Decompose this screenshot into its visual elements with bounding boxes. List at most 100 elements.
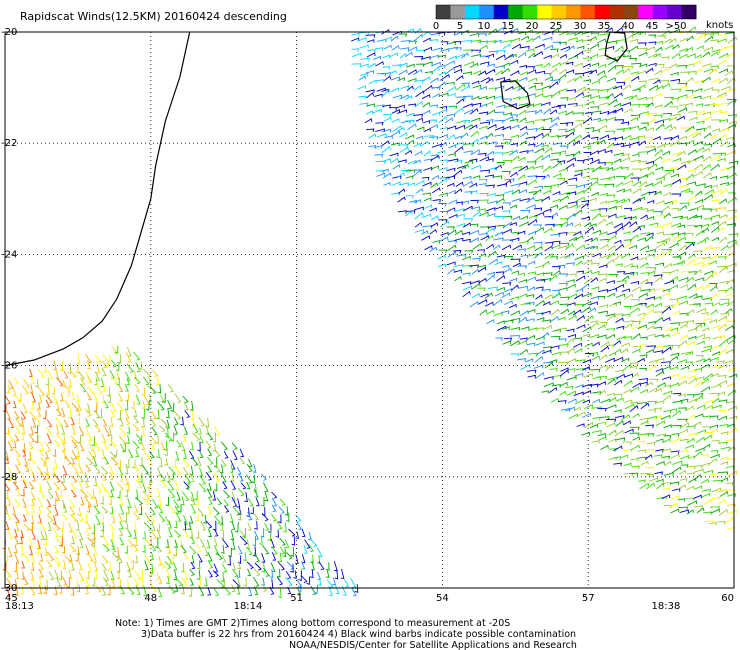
wind-barb [656, 35, 667, 39]
wind-barb [672, 460, 683, 466]
wind-barb [230, 480, 237, 490]
wind-barb [207, 432, 214, 441]
wind-barb [261, 473, 267, 481]
wind-barb [583, 151, 592, 156]
wind-barb [584, 315, 594, 323]
wind-barb [693, 421, 702, 427]
wind-barb [494, 133, 505, 138]
wind-barb [297, 584, 302, 593]
wind-barb [599, 33, 609, 37]
wind-barb [686, 509, 695, 515]
wind-barb [478, 211, 489, 217]
wind-barb [582, 186, 592, 193]
wind-barb [463, 143, 475, 147]
wind-barb [606, 392, 615, 397]
wind-barb [351, 587, 357, 597]
wind-barb [341, 586, 347, 596]
wind-barb [685, 125, 695, 133]
wind-barb [479, 121, 491, 125]
wind-barb [695, 376, 705, 381]
wind-barb [296, 579, 302, 588]
wind-barb [118, 384, 124, 393]
wind-barb [214, 449, 221, 458]
wind-barb [544, 294, 553, 300]
wind-barb [583, 181, 593, 186]
wind-barb [45, 443, 51, 452]
wind-barb [368, 145, 377, 149]
wind-barb [423, 150, 432, 157]
wind-barb [630, 307, 640, 314]
wind-barb [492, 299, 503, 307]
wind-barb [670, 481, 680, 485]
wind-barb [669, 106, 679, 110]
wind-barb [606, 418, 617, 423]
wind-barb [655, 46, 663, 53]
wind-barb [696, 33, 706, 41]
wind-barb [718, 68, 729, 74]
wind-barb [614, 27, 624, 34]
wind-barb [254, 586, 259, 596]
wind-barb [183, 528, 190, 538]
wind-barb [132, 544, 139, 552]
wind-barb [680, 324, 688, 329]
wind-barb [45, 377, 49, 386]
wind-barb [525, 120, 535, 125]
wind-barb [638, 160, 648, 165]
wind-barb [574, 123, 583, 129]
wind-barb [492, 244, 501, 251]
wind-barb [184, 474, 192, 484]
wind-barb [287, 586, 292, 595]
wind-barb [284, 506, 289, 516]
wind-barb [558, 204, 568, 211]
wind-barb [374, 154, 384, 158]
wind-barb [462, 272, 471, 276]
wind-barb [14, 498, 20, 507]
wind-barb [588, 307, 597, 313]
wind-barb [390, 35, 399, 42]
wind-barb [520, 35, 530, 41]
wind-barb [559, 381, 568, 387]
wind-barb [685, 497, 695, 502]
wind-barb [615, 415, 625, 419]
wind-barb [565, 131, 575, 138]
wind-barb [576, 196, 585, 202]
wind-barb [260, 497, 265, 507]
wind-barb [63, 370, 69, 379]
wind-barb [542, 260, 550, 267]
wind-barb [685, 93, 696, 100]
wind-barb [196, 560, 201, 570]
wind-barb [568, 413, 579, 420]
wind-barb [700, 386, 711, 393]
wind-barb [557, 361, 569, 366]
wind-barb [61, 499, 67, 509]
wind-barb [454, 237, 464, 242]
wind-barb [525, 48, 535, 53]
wind-barb [220, 473, 227, 483]
wind-barb [581, 216, 590, 221]
wind-barb [711, 128, 720, 132]
wind-barb [533, 165, 544, 170]
wind-barb [20, 411, 27, 420]
wind-barb [173, 570, 178, 581]
wind-barb [127, 449, 134, 459]
wind-barb [694, 323, 703, 330]
wind-barb [360, 57, 370, 62]
wind-barb [702, 172, 712, 179]
wind-barb [486, 207, 496, 212]
wind-barb [440, 73, 450, 81]
wind-barb [725, 465, 734, 469]
wind-barb [383, 182, 391, 186]
wind-barb [620, 454, 629, 459]
wind-barb [542, 165, 552, 173]
wind-barb [510, 79, 519, 84]
wind-barb [134, 538, 138, 547]
wind-barb [455, 53, 465, 59]
wind-barb [68, 379, 72, 388]
wind-barb [701, 62, 712, 68]
wind-barb [541, 154, 551, 161]
wind-barb [509, 222, 517, 226]
wind-barb [654, 119, 664, 124]
wind-barb [535, 336, 545, 341]
wind-barb [213, 587, 220, 597]
wind-barb [160, 394, 165, 403]
